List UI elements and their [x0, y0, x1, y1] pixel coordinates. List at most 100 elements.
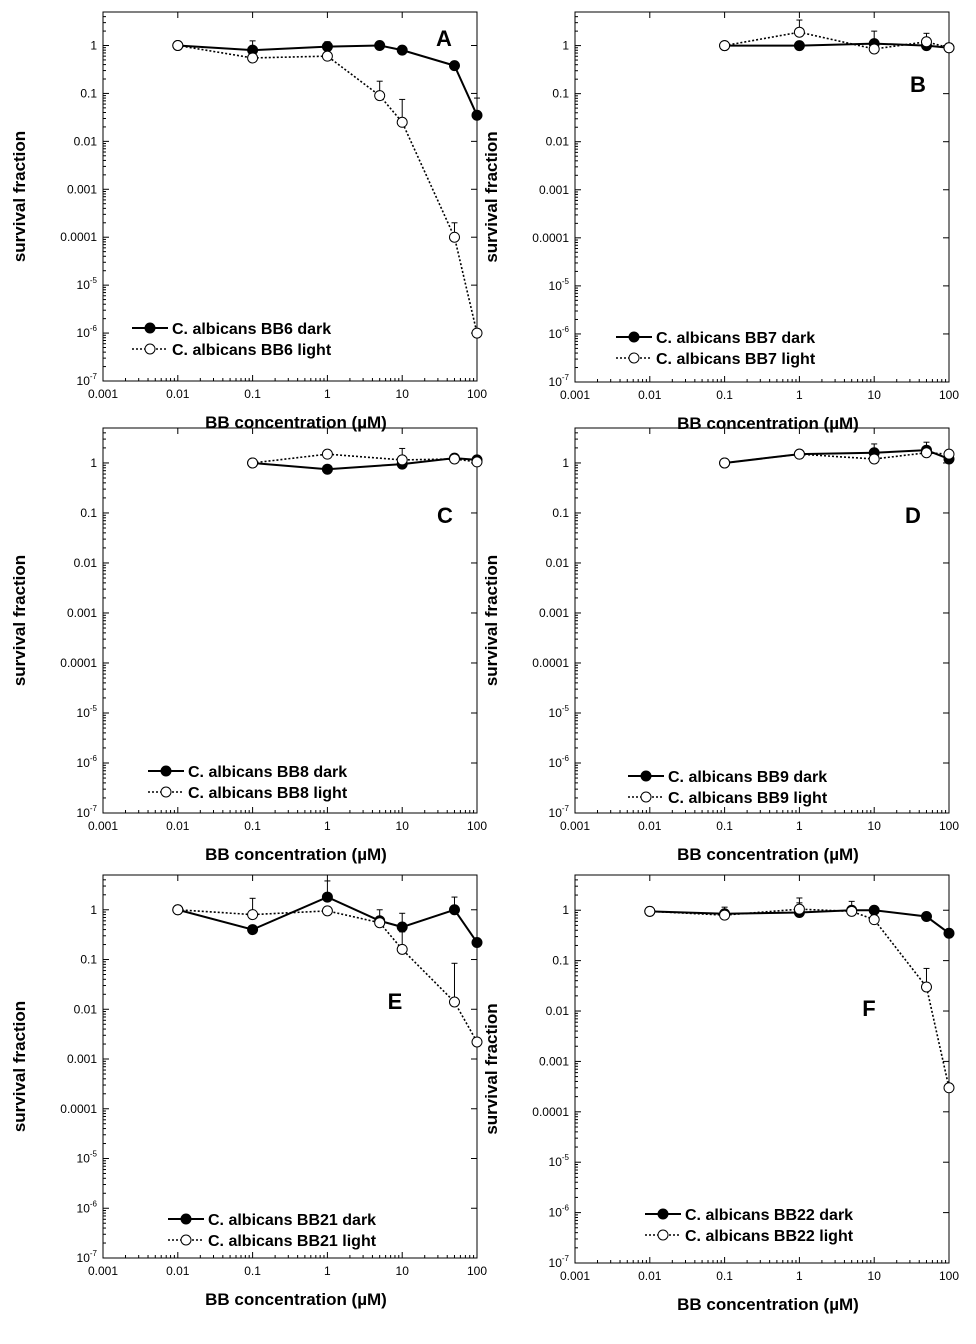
- x-tick-label: 0.01: [166, 387, 190, 401]
- legend-label: C. albicans BB8 dark: [188, 764, 347, 781]
- data-point: [920, 981, 932, 993]
- data-point: [644, 905, 656, 917]
- legend-label: C. albicans BB21 dark: [208, 1212, 376, 1229]
- y-axis-title: survival fraction: [482, 1003, 501, 1134]
- legend-marker: [657, 1229, 669, 1241]
- data-point: [247, 909, 259, 921]
- y-tick-label: 0.1: [80, 86, 97, 100]
- data-point: [448, 453, 460, 465]
- y-tick-label: 0.0001: [532, 656, 569, 670]
- panel-a: 0.001 0.01 0.1 1 10 100 10-7 10-6 10-5 0.0001 0.00…: [10, 11, 487, 432]
- series-light: [719, 447, 955, 469]
- y-tick-label: 10-7: [77, 804, 98, 820]
- data-point: [172, 904, 184, 916]
- x-tick-label: 0.001: [560, 388, 590, 402]
- y-tick-label: 0.0001: [60, 230, 97, 244]
- x-tick-label: 10: [396, 819, 410, 833]
- series-light: [172, 897, 483, 1048]
- panel-letter: E: [388, 989, 403, 1014]
- y-tick-label: 0.1: [80, 953, 97, 967]
- legend: C. albicans BB22 dark C. albicans BB22 li…: [645, 1207, 854, 1245]
- x-tick-label: 1: [796, 819, 803, 833]
- x-axis-title: BB concentration (µM): [677, 414, 859, 433]
- panel-letter: C: [437, 503, 453, 528]
- data-point: [396, 943, 408, 955]
- plot-frame: [102, 874, 478, 1259]
- legend-label: C. albicans BB22 light: [685, 1228, 854, 1245]
- legend: C. albicans BB8 dark C. albicans BB8 ligh…: [148, 764, 348, 802]
- data-point: [448, 60, 460, 72]
- x-axis-title: BB concentration (µM): [677, 845, 859, 864]
- data-point: [719, 457, 731, 469]
- y-tick-label: 0.0001: [60, 1102, 97, 1116]
- x-tick-label: 100: [939, 819, 959, 833]
- y-tick-label: 0.001: [67, 182, 97, 196]
- legend-label: C. albicans BB7 light: [656, 351, 816, 368]
- series-light: [719, 19, 955, 55]
- data-point: [868, 914, 880, 926]
- y-tick-label: 0.01: [546, 135, 570, 149]
- y-tick-label: 10-7: [549, 1254, 570, 1270]
- x-tick-label: 1: [796, 388, 803, 402]
- y-tick-label: 0.001: [67, 606, 97, 620]
- y-tick-label: 0.1: [552, 506, 569, 520]
- x-axis-title: BB concentration (µM): [205, 845, 387, 864]
- data-point: [793, 26, 805, 38]
- x-tick-label: 0.01: [638, 388, 662, 402]
- x-tick-label: 1: [324, 387, 331, 401]
- series-line: [649, 908, 950, 1088]
- y-tick-label: 0.01: [74, 134, 98, 148]
- x-tick-label: 0.01: [166, 819, 190, 833]
- y-tick-label: 1: [90, 903, 97, 917]
- x-tick-label: 0.01: [166, 1264, 190, 1278]
- series-dark: [719, 441, 955, 469]
- data-point: [471, 109, 483, 121]
- legend: C. albicans BB9 dark C. albicans BB9 ligh…: [628, 769, 828, 807]
- y-tick-label: 0.001: [539, 606, 569, 620]
- y-tick-label: 10-7: [77, 1249, 98, 1265]
- panel-d: 0.001 0.01 0.1 1 10 100 10-7 10-6 10-5 0.0001 0.00…: [482, 427, 959, 864]
- data-point: [321, 891, 333, 903]
- data-point: [719, 909, 731, 921]
- x-tick-label: 10: [868, 388, 882, 402]
- legend-marker: [657, 1208, 669, 1220]
- data-point: [321, 448, 333, 460]
- x-tick-label: 0.1: [244, 1264, 261, 1278]
- legend-marker: [628, 352, 640, 364]
- x-tick-label: 1: [324, 1264, 331, 1278]
- legend-marker: [640, 770, 652, 782]
- x-tick-label: 0.001: [88, 387, 118, 401]
- y-tick-label: 10-6: [77, 324, 98, 340]
- data-point: [374, 917, 386, 929]
- data-point: [396, 44, 408, 56]
- panel-c: 0.001 0.01 0.1 1 10 100 10-7 10-6 10-5 0.0001 0.00…: [10, 427, 487, 864]
- data-point: [321, 50, 333, 62]
- legend-label: C. albicans BB21 light: [208, 1233, 377, 1250]
- y-tick-label: 0.0001: [532, 231, 569, 245]
- x-tick-label: 100: [939, 1269, 959, 1283]
- y-tick-label: 0.0001: [60, 656, 97, 670]
- y-tick-label: 10-7: [77, 372, 98, 388]
- x-tick-label: 0.1: [716, 1269, 733, 1283]
- x-tick-label: 0.001: [88, 1264, 118, 1278]
- x-tick-label: 0.1: [244, 819, 261, 833]
- x-tick-label: 1: [324, 819, 331, 833]
- y-axis-title: survival fraction: [482, 555, 501, 686]
- data-point: [396, 921, 408, 933]
- series-line: [177, 895, 478, 944]
- x-tick-label: 10: [396, 1264, 410, 1278]
- plot-frame: [574, 427, 950, 814]
- y-tick-label: 10-6: [77, 754, 98, 770]
- legend-label: C. albicans BB6 dark: [172, 321, 331, 338]
- y-tick-label: 10-7: [549, 804, 570, 820]
- series-light: [247, 447, 483, 469]
- x-axis-title: BB concentration (µM): [677, 1295, 859, 1314]
- y-tick-label: 10-5: [77, 276, 98, 292]
- y-tick-label: 1: [562, 903, 569, 917]
- x-tick-label: 0.001: [560, 819, 590, 833]
- legend-label: C. albicans BB8 light: [188, 785, 348, 802]
- y-tick-label: 10-5: [549, 1153, 570, 1169]
- panel-e: 0.001 0.01 0.1 1 10 100 10-7 10-6 10-5 0.0001 0.00…: [10, 874, 487, 1309]
- legend-marker: [144, 322, 156, 334]
- y-tick-label: 0.1: [80, 506, 97, 520]
